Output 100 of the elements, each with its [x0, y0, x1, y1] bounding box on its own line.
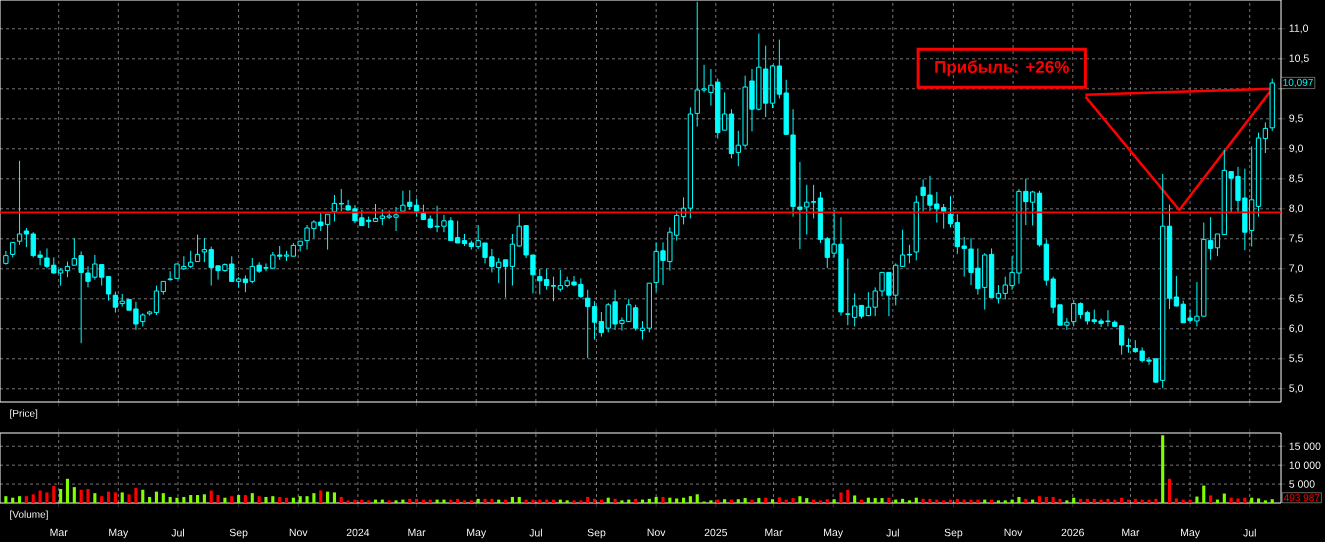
bar: [825, 499, 829, 503]
y-tick-label: 9,0: [1289, 144, 1303, 154]
candlestick: [550, 276, 557, 302]
bar: [394, 500, 398, 503]
bar: [442, 499, 446, 503]
bar: [45, 492, 49, 503]
x-tick-label: May: [824, 528, 844, 539]
bar: [237, 495, 241, 503]
bar: [1058, 498, 1062, 503]
bar: [271, 496, 275, 503]
bar: [483, 498, 487, 503]
bar: [750, 499, 754, 503]
bar: [168, 496, 172, 503]
text: [Price]: [10, 409, 38, 419]
bar: [278, 496, 282, 503]
bar: [134, 487, 138, 503]
bar: [770, 499, 775, 503]
bar: [1256, 498, 1261, 503]
candlestick: [1262, 121, 1269, 154]
bar: [230, 496, 234, 503]
bar: [462, 500, 467, 503]
bar: [818, 500, 823, 503]
bar: [586, 496, 590, 503]
x-tick-label: 2025: [704, 528, 728, 537]
bar: [257, 496, 261, 503]
y-tick-label: 7,0: [1289, 264, 1303, 274]
bar: [154, 491, 159, 503]
x-tick-label: May: [109, 528, 129, 539]
bar: [996, 500, 1000, 503]
candlestick: [153, 285, 160, 316]
bar: [1003, 500, 1007, 503]
text: 493 987: [1283, 494, 1320, 502]
bar: [805, 498, 809, 503]
x-tick-label: 2026: [1061, 528, 1084, 537]
bar: [846, 489, 850, 503]
bar: [127, 494, 131, 503]
bar: [907, 500, 911, 503]
bar: [1065, 500, 1069, 503]
y-tick-label: 6,0: [1289, 324, 1303, 334]
bar: [408, 498, 412, 503]
bar: [106, 491, 111, 503]
y-tick-label: 7,5: [1289, 234, 1303, 244]
bar: [510, 496, 514, 503]
bar: [1044, 496, 1048, 503]
bar: [202, 494, 206, 503]
bar: [1085, 498, 1089, 503]
bar: [757, 498, 761, 503]
bar: [1106, 498, 1110, 503]
bar: [942, 500, 946, 503]
candlestick: [906, 244, 913, 264]
x-tick-label: Sep: [944, 528, 963, 539]
bar: [743, 498, 747, 503]
x-tick-label: Nov: [289, 528, 308, 537]
bar: [1263, 500, 1267, 503]
candlestick: [947, 195, 954, 228]
bar: [695, 494, 699, 503]
bar: [79, 489, 83, 503]
x-tick-label: Mar: [1122, 528, 1140, 537]
bar: [1195, 496, 1199, 503]
bar: [1133, 498, 1137, 503]
bar: [839, 492, 843, 503]
bar: [72, 487, 76, 503]
bar: [52, 485, 56, 503]
bar: [955, 498, 959, 503]
bar: [647, 498, 651, 503]
bar: [476, 498, 480, 503]
bar: [777, 497, 781, 503]
x-tick-label: Sep: [229, 528, 248, 539]
bar: [1161, 435, 1165, 503]
bar: [182, 496, 186, 503]
bar: [880, 498, 884, 503]
bar: [216, 495, 220, 503]
x-tick-label: Jul: [886, 528, 899, 537]
bar: [100, 496, 104, 503]
y-tick-label: 11,0: [1289, 24, 1309, 34]
bar: [326, 491, 330, 503]
x-tick-label: Jul: [529, 528, 542, 537]
bar: [339, 496, 343, 503]
candlestick: [1125, 337, 1132, 354]
bar: [305, 496, 309, 503]
bar: [86, 489, 90, 503]
x-tick-label: Nov: [647, 528, 666, 537]
bar: [120, 492, 124, 503]
bar: [832, 499, 836, 503]
bar: [332, 492, 336, 503]
candlestick: [194, 234, 201, 263]
candlestick: [1214, 233, 1221, 257]
bar: [736, 499, 740, 503]
bar: [161, 493, 165, 503]
candlestick: [16, 160, 23, 246]
bar: [1209, 495, 1213, 503]
bar: [1051, 496, 1055, 503]
bar: [1270, 499, 1274, 503]
bar: [1037, 496, 1042, 503]
bar: [38, 490, 42, 503]
bar: [654, 496, 658, 503]
bar: [613, 498, 617, 503]
bar: [243, 495, 248, 503]
y-tick-label: 9,5: [1289, 114, 1303, 124]
bar: [928, 498, 932, 503]
